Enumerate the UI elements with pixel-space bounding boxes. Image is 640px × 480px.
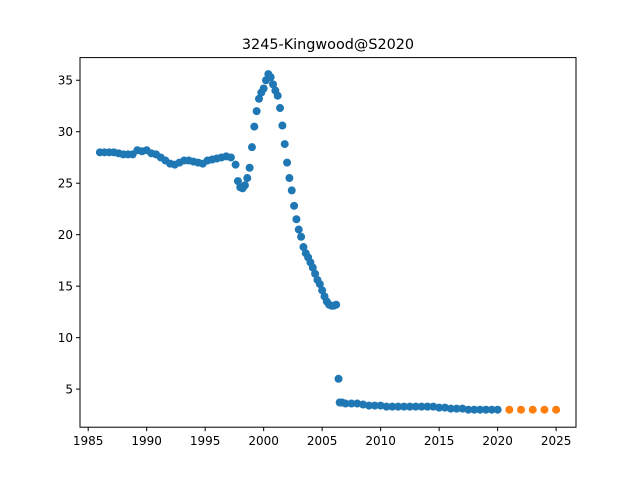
- observed-point: [435, 403, 444, 412]
- observed-point: [382, 402, 391, 411]
- observed-point: [283, 158, 292, 167]
- observed-point: [280, 140, 289, 149]
- observed-point: [269, 80, 278, 89]
- x-tick-label: 2000: [248, 434, 279, 448]
- observed-point: [292, 215, 301, 224]
- observed-point: [487, 405, 496, 414]
- observed-point: [332, 300, 341, 309]
- observed-point: [290, 201, 299, 210]
- observed-point: [240, 181, 249, 190]
- observed-point: [233, 177, 242, 186]
- y-tick-label: 20: [58, 228, 73, 242]
- observed-point: [423, 402, 432, 411]
- observed-point: [278, 121, 287, 130]
- x-tick-label: 2005: [307, 434, 338, 448]
- observed-point: [370, 401, 379, 410]
- observed-point: [231, 160, 240, 169]
- observed-point: [299, 243, 308, 252]
- observed-point: [446, 404, 455, 413]
- observed-point: [318, 286, 327, 295]
- plot-points: [95, 70, 561, 414]
- observed-point: [297, 232, 306, 241]
- forecast-point: [540, 405, 549, 414]
- observed-point: [400, 402, 409, 411]
- x-tick-label: 2020: [482, 434, 513, 448]
- observed-point: [243, 174, 252, 183]
- y-tick-label: 10: [58, 331, 73, 345]
- forecast-point: [552, 405, 561, 414]
- forecast-point: [517, 405, 526, 414]
- observed-point: [245, 163, 254, 172]
- x-tick-label: 2010: [365, 434, 396, 448]
- x-axis: 1985 1990 1995 2000 2005 2010 2015 2020 2025: [73, 427, 571, 448]
- observed-point: [364, 401, 373, 410]
- plot-frame: [79, 57, 577, 428]
- observed-point: [388, 402, 397, 411]
- y-tick-label: 5: [65, 383, 73, 397]
- x-tick-label: 1995: [190, 434, 221, 448]
- forecast-point: [528, 405, 537, 414]
- observed-point: [254, 94, 263, 103]
- observed-point: [226, 153, 235, 162]
- observed-point: [252, 107, 261, 116]
- observed-point: [481, 405, 490, 414]
- observed-point: [311, 269, 320, 278]
- observed-point: [308, 263, 317, 272]
- x-tick-label: 2025: [541, 434, 572, 448]
- x-tick-label: 2015: [424, 434, 455, 448]
- observed-point: [276, 104, 285, 113]
- observed-point: [405, 402, 414, 411]
- observed-point: [315, 280, 324, 289]
- observed-point: [411, 402, 420, 411]
- observed-point: [493, 405, 502, 414]
- observed-point: [464, 405, 473, 414]
- y-tick-label: 30: [58, 125, 73, 139]
- observed-point: [334, 374, 343, 383]
- observed-point: [287, 186, 296, 195]
- observed-point: [470, 405, 479, 414]
- x-tick-label: 1985: [73, 434, 104, 448]
- observed-point: [259, 84, 268, 93]
- observed-point: [452, 404, 461, 413]
- observed-point: [285, 174, 294, 183]
- observed-point: [247, 143, 256, 152]
- y-tick-label: 25: [58, 177, 73, 191]
- observed-point: [476, 405, 485, 414]
- observed-point: [294, 225, 303, 234]
- forecast-point: [505, 405, 514, 414]
- observed-point: [347, 399, 356, 408]
- chart-title: 3245-Kingwood@S2020: [242, 37, 414, 53]
- y-tick-label: 35: [58, 74, 73, 88]
- observed-point: [250, 122, 259, 131]
- observed-point: [394, 402, 403, 411]
- observed-point: [341, 399, 350, 408]
- y-tick-label: 15: [58, 280, 73, 294]
- x-tick-label: 1990: [131, 434, 162, 448]
- observed-point: [273, 91, 282, 100]
- observed-point: [266, 73, 275, 82]
- y-axis: 5 10 15 20 25 30 35: [58, 74, 80, 397]
- observed-point: [417, 402, 426, 411]
